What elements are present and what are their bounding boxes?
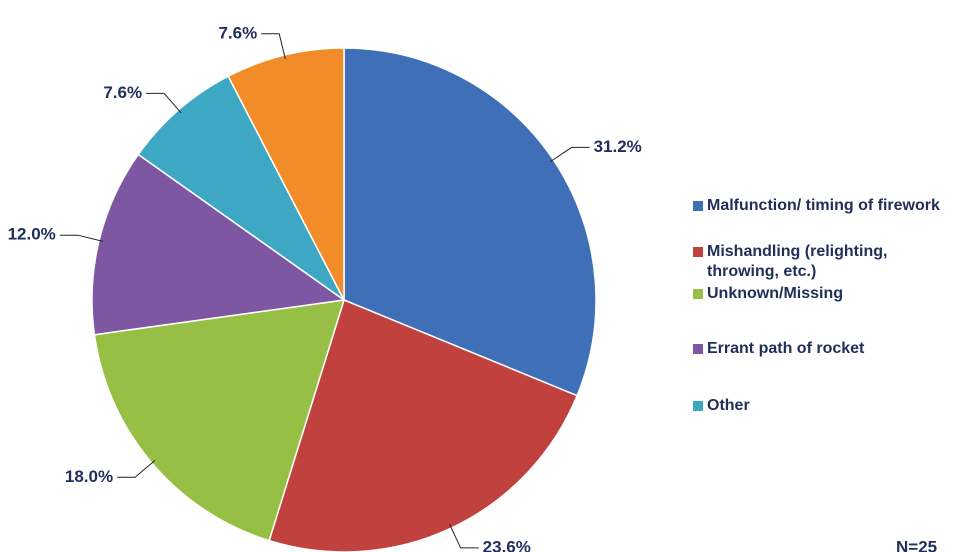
legend-swatch: [693, 201, 703, 211]
leader-line: [549, 146, 590, 163]
legend-label: Unknown/Missing: [707, 285, 843, 302]
leader-line: [146, 92, 182, 114]
legend-entry: Unknown/Missing: [693, 284, 953, 304]
note: N=25: [896, 537, 937, 552]
data-label: 23.6%: [483, 537, 531, 552]
leader-line: [261, 33, 286, 60]
legend-swatch: [693, 289, 703, 299]
legend-label: Mishandling (relighting, throwing, etc.): [707, 243, 888, 280]
legend-label: Other: [707, 397, 750, 414]
legend-swatch: [693, 344, 703, 354]
legend-label: Errant path of rocket: [707, 340, 865, 357]
legend-entry: Errant path of rocket: [693, 339, 953, 359]
legend-entry: Other: [693, 396, 953, 416]
legend-entry: Mishandling (relighting, throwing, etc.): [693, 242, 953, 282]
legend-label: Malfunction/ timing of firework: [707, 197, 940, 214]
data-label: 31.2%: [594, 137, 642, 156]
data-label: 7.6%: [103, 83, 142, 102]
leader-line: [449, 524, 479, 549]
data-label: 12.0%: [8, 225, 56, 244]
legend-swatch: [693, 247, 703, 257]
data-label: 18.0%: [65, 467, 113, 486]
leader-line: [117, 460, 156, 478]
legend-swatch: [693, 401, 703, 411]
data-label: 7.6%: [218, 23, 257, 42]
leader-line: [59, 234, 104, 242]
legend-entry: Malfunction/ timing of firework: [693, 196, 953, 216]
